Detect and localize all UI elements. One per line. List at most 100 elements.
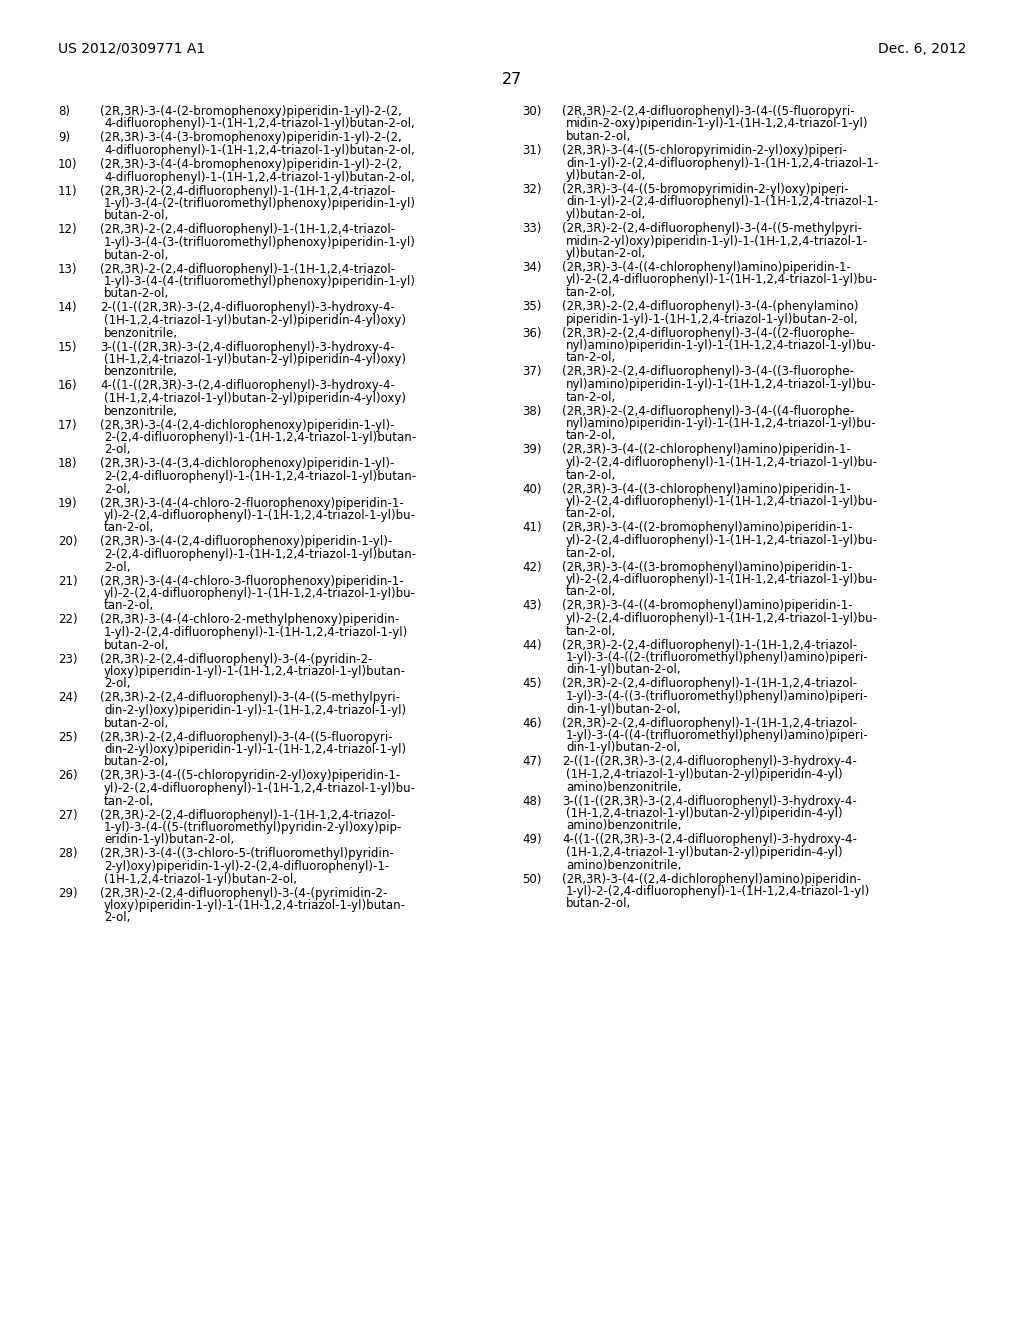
Text: (1H-1,2,4-triazol-1-yl)butan-2-yl)piperidin-4-yl)oxy): (1H-1,2,4-triazol-1-yl)butan-2-yl)piperi…	[104, 314, 406, 327]
Text: 30): 30)	[522, 106, 542, 117]
Text: din-2-yl)oxy)piperidin-1-yl)-1-(1H-1,2,4-triazol-1-yl): din-2-yl)oxy)piperidin-1-yl)-1-(1H-1,2,4…	[104, 704, 407, 717]
Text: 2-ol,: 2-ol,	[104, 912, 130, 924]
Text: din-1-yl)-2-(2,4-difluorophenyl)-1-(1H-1,2,4-triazol-1-: din-1-yl)-2-(2,4-difluorophenyl)-1-(1H-1…	[566, 157, 879, 169]
Text: 2-ol,: 2-ol,	[104, 561, 130, 573]
Text: 1-yl)-3-(4-(2-(trifluoromethyl)phenoxy)piperidin-1-yl): 1-yl)-3-(4-(2-(trifluoromethyl)phenoxy)p…	[104, 197, 416, 210]
Text: midin-2-yl)oxy)piperidin-1-yl)-1-(1H-1,2,4-triazol-1-: midin-2-yl)oxy)piperidin-1-yl)-1-(1H-1,2…	[566, 235, 868, 248]
Text: piperidin-1-yl)-1-(1H-1,2,4-triazol-1-yl)butan-2-ol,: piperidin-1-yl)-1-(1H-1,2,4-triazol-1-yl…	[566, 313, 859, 326]
Text: 48): 48)	[522, 795, 542, 808]
Text: (2R,3R)-3-(4-((4-chlorophenyl)amino)piperidin-1-: (2R,3R)-3-(4-((4-chlorophenyl)amino)pipe…	[562, 261, 851, 275]
Text: 31): 31)	[522, 144, 542, 157]
Text: (2R,3R)-3-(4-(3-bromophenoxy)piperidin-1-yl)-2-(2,: (2R,3R)-3-(4-(3-bromophenoxy)piperidin-1…	[100, 132, 401, 144]
Text: (2R,3R)-3-(4-(4-chloro-3-fluorophenoxy)piperidin-1-: (2R,3R)-3-(4-(4-chloro-3-fluorophenoxy)p…	[100, 574, 403, 587]
Text: 46): 46)	[522, 717, 542, 730]
Text: 2-yl)oxy)piperidin-1-yl)-2-(2,4-difluorophenyl)-1-: 2-yl)oxy)piperidin-1-yl)-2-(2,4-difluoro…	[104, 861, 389, 873]
Text: 4-((1-((2R,3R)-3-(2,4-difluorophenyl)-3-hydroxy-4-: 4-((1-((2R,3R)-3-(2,4-difluorophenyl)-3-…	[100, 380, 395, 392]
Text: amino)benzonitrile,: amino)benzonitrile,	[566, 858, 681, 871]
Text: 13): 13)	[58, 263, 78, 276]
Text: Dec. 6, 2012: Dec. 6, 2012	[878, 42, 966, 55]
Text: (2R,3R)-3-(4-((2-chlorophenyl)amino)piperidin-1-: (2R,3R)-3-(4-((2-chlorophenyl)amino)pipe…	[562, 444, 851, 457]
Text: tan-2-ol,: tan-2-ol,	[566, 624, 616, 638]
Text: benzonitrile,: benzonitrile,	[104, 366, 178, 379]
Text: (2R,3R)-2-(2,4-difluorophenyl)-3-(4-((5-methylpyri-: (2R,3R)-2-(2,4-difluorophenyl)-3-(4-((5-…	[562, 222, 862, 235]
Text: (2R,3R)-3-(4-(3,4-dichlorophenoxy)piperidin-1-yl)-: (2R,3R)-3-(4-(3,4-dichlorophenoxy)piperi…	[100, 458, 394, 470]
Text: yl)butan-2-ol,: yl)butan-2-ol,	[566, 169, 646, 182]
Text: butan-2-ol,: butan-2-ol,	[104, 755, 169, 768]
Text: (2R,3R)-3-(4-((2,4-dichlorophenyl)amino)piperidin-: (2R,3R)-3-(4-((2,4-dichlorophenyl)amino)…	[562, 873, 861, 886]
Text: 1-yl)-2-(2,4-difluorophenyl)-1-(1H-1,2,4-triazol-1-yl): 1-yl)-2-(2,4-difluorophenyl)-1-(1H-1,2,4…	[566, 884, 870, 898]
Text: (2R,3R)-2-(2,4-difluorophenyl)-3-(4-((4-fluorophe-: (2R,3R)-2-(2,4-difluorophenyl)-3-(4-((4-…	[562, 404, 854, 417]
Text: (2R,3R)-3-(4-(2,4-difluorophenoxy)piperidin-1-yl)-: (2R,3R)-3-(4-(2,4-difluorophenoxy)piperi…	[100, 536, 392, 549]
Text: 34): 34)	[522, 261, 542, 275]
Text: 44): 44)	[522, 639, 542, 652]
Text: yl)-2-(2,4-difluorophenyl)-1-(1H-1,2,4-triazol-1-yl)bu-: yl)-2-(2,4-difluorophenyl)-1-(1H-1,2,4-t…	[566, 273, 878, 286]
Text: amino)benzonitrile,: amino)benzonitrile,	[566, 780, 681, 793]
Text: 49): 49)	[522, 833, 542, 846]
Text: 33): 33)	[522, 222, 542, 235]
Text: 1-yl)-2-(2,4-difluorophenyl)-1-(1H-1,2,4-triazol-1-yl): 1-yl)-2-(2,4-difluorophenyl)-1-(1H-1,2,4…	[104, 626, 409, 639]
Text: butan-2-ol,: butan-2-ol,	[104, 717, 169, 730]
Text: benzonitrile,: benzonitrile,	[104, 404, 178, 417]
Text: 2-ol,: 2-ol,	[104, 483, 130, 495]
Text: 2-ol,: 2-ol,	[104, 677, 130, 690]
Text: 14): 14)	[58, 301, 78, 314]
Text: 23): 23)	[58, 652, 78, 665]
Text: 27): 27)	[58, 808, 78, 821]
Text: nyl)amino)piperidin-1-yl)-1-(1H-1,2,4-triazol-1-yl)bu-: nyl)amino)piperidin-1-yl)-1-(1H-1,2,4-tr…	[566, 378, 877, 391]
Text: 2-(2,4-difluorophenyl)-1-(1H-1,2,4-triazol-1-yl)butan-: 2-(2,4-difluorophenyl)-1-(1H-1,2,4-triaz…	[104, 432, 416, 444]
Text: 35): 35)	[522, 300, 542, 313]
Text: (2R,3R)-2-(2,4-difluorophenyl)-3-(4-(pyridin-2-: (2R,3R)-2-(2,4-difluorophenyl)-3-(4-(pyr…	[100, 652, 373, 665]
Text: (2R,3R)-3-(4-(4-bromophenoxy)piperidin-1-yl)-2-(2,: (2R,3R)-3-(4-(4-bromophenoxy)piperidin-1…	[100, 158, 401, 172]
Text: 4-difluorophenyl)-1-(1H-1,2,4-triazol-1-yl)butan-2-ol,: 4-difluorophenyl)-1-(1H-1,2,4-triazol-1-…	[104, 170, 415, 183]
Text: (2R,3R)-2-(2,4-difluorophenyl)-1-(1H-1,2,4-triazol-: (2R,3R)-2-(2,4-difluorophenyl)-1-(1H-1,2…	[100, 185, 395, 198]
Text: (2R,3R)-2-(2,4-difluorophenyl)-3-(4-((2-fluorophe-: (2R,3R)-2-(2,4-difluorophenyl)-3-(4-((2-…	[562, 326, 854, 339]
Text: 40): 40)	[522, 483, 542, 495]
Text: 2-((1-((2R,3R)-3-(2,4-difluorophenyl)-3-hydroxy-4-: 2-((1-((2R,3R)-3-(2,4-difluorophenyl)-3-…	[100, 301, 395, 314]
Text: (2R,3R)-3-(4-((5-chloropyridin-2-yl)oxy)piperidin-1-: (2R,3R)-3-(4-((5-chloropyridin-2-yl)oxy)…	[100, 770, 400, 783]
Text: yl)-2-(2,4-difluorophenyl)-1-(1H-1,2,4-triazol-1-yl)bu-: yl)-2-(2,4-difluorophenyl)-1-(1H-1,2,4-t…	[104, 587, 416, 601]
Text: (1H-1,2,4-triazol-1-yl)butan-2-yl)piperidin-4-yl): (1H-1,2,4-triazol-1-yl)butan-2-yl)piperi…	[566, 846, 843, 859]
Text: tan-2-ol,: tan-2-ol,	[566, 391, 616, 404]
Text: tan-2-ol,: tan-2-ol,	[566, 507, 616, 520]
Text: 17): 17)	[58, 418, 78, 432]
Text: 38): 38)	[522, 404, 542, 417]
Text: 42): 42)	[522, 561, 542, 573]
Text: tan-2-ol,: tan-2-ol,	[566, 429, 616, 442]
Text: (2R,3R)-2-(2,4-difluorophenyl)-1-(1H-1,2,4-triazol-: (2R,3R)-2-(2,4-difluorophenyl)-1-(1H-1,2…	[562, 677, 857, 690]
Text: (2R,3R)-2-(2,4-difluorophenyl)-3-(4-(phenylamino): (2R,3R)-2-(2,4-difluorophenyl)-3-(4-(phe…	[562, 300, 858, 313]
Text: 1-yl)-3-(4-(4-(trifluoromethyl)phenoxy)piperidin-1-yl): 1-yl)-3-(4-(4-(trifluoromethyl)phenoxy)p…	[104, 275, 416, 288]
Text: 22): 22)	[58, 614, 78, 627]
Text: (2R,3R)-3-(4-((2-bromophenyl)amino)piperidin-1-: (2R,3R)-3-(4-((2-bromophenyl)amino)piper…	[562, 521, 853, 535]
Text: 37): 37)	[522, 366, 542, 379]
Text: 3-((1-((2R,3R)-3-(2,4-difluorophenyl)-3-hydroxy-4-: 3-((1-((2R,3R)-3-(2,4-difluorophenyl)-3-…	[562, 795, 857, 808]
Text: 50): 50)	[522, 873, 542, 886]
Text: (2R,3R)-3-(4-(4-chloro-2-methylphenoxy)piperidin-: (2R,3R)-3-(4-(4-chloro-2-methylphenoxy)p…	[100, 614, 399, 627]
Text: 9): 9)	[58, 132, 70, 144]
Text: US 2012/0309771 A1: US 2012/0309771 A1	[58, 42, 205, 55]
Text: yl)-2-(2,4-difluorophenyl)-1-(1H-1,2,4-triazol-1-yl)bu-: yl)-2-(2,4-difluorophenyl)-1-(1H-1,2,4-t…	[566, 612, 878, 624]
Text: midin-2-oxy)piperidin-1-yl)-1-(1H-1,2,4-triazol-1-yl): midin-2-oxy)piperidin-1-yl)-1-(1H-1,2,4-…	[566, 117, 868, 131]
Text: yloxy)piperidin-1-yl)-1-(1H-1,2,4-triazol-1-yl)butan-: yloxy)piperidin-1-yl)-1-(1H-1,2,4-triazo…	[104, 665, 406, 678]
Text: tan-2-ol,: tan-2-ol,	[566, 546, 616, 560]
Text: yl)-2-(2,4-difluorophenyl)-1-(1H-1,2,4-triazol-1-yl)bu-: yl)-2-(2,4-difluorophenyl)-1-(1H-1,2,4-t…	[104, 781, 416, 795]
Text: 2-((1-((2R,3R)-3-(2,4-difluorophenyl)-3-hydroxy-4-: 2-((1-((2R,3R)-3-(2,4-difluorophenyl)-3-…	[562, 755, 857, 768]
Text: 43): 43)	[522, 599, 542, 612]
Text: (1H-1,2,4-triazol-1-yl)butan-2-yl)piperidin-4-yl): (1H-1,2,4-triazol-1-yl)butan-2-yl)piperi…	[566, 768, 843, 781]
Text: (2R,3R)-2-(2,4-difluorophenyl)-1-(1H-1,2,4-triazol-: (2R,3R)-2-(2,4-difluorophenyl)-1-(1H-1,2…	[562, 717, 857, 730]
Text: 19): 19)	[58, 496, 78, 510]
Text: nyl)amino)piperidin-1-yl)-1-(1H-1,2,4-triazol-1-yl)bu-: nyl)amino)piperidin-1-yl)-1-(1H-1,2,4-tr…	[566, 339, 877, 352]
Text: (2R,3R)-2-(2,4-difluorophenyl)-3-(4-((3-fluorophe-: (2R,3R)-2-(2,4-difluorophenyl)-3-(4-((3-…	[562, 366, 854, 379]
Text: (2R,3R)-2-(2,4-difluorophenyl)-1-(1H-1,2,4-triazol-: (2R,3R)-2-(2,4-difluorophenyl)-1-(1H-1,2…	[562, 639, 857, 652]
Text: yl)-2-(2,4-difluorophenyl)-1-(1H-1,2,4-triazol-1-yl)bu-: yl)-2-(2,4-difluorophenyl)-1-(1H-1,2,4-t…	[566, 455, 878, 469]
Text: din-1-yl)butan-2-ol,: din-1-yl)butan-2-ol,	[566, 742, 681, 755]
Text: butan-2-ol,: butan-2-ol,	[104, 288, 169, 301]
Text: benzonitrile,: benzonitrile,	[104, 326, 178, 339]
Text: 4-difluorophenyl)-1-(1H-1,2,4-triazol-1-yl)butan-2-ol,: 4-difluorophenyl)-1-(1H-1,2,4-triazol-1-…	[104, 117, 415, 131]
Text: 20): 20)	[58, 536, 78, 549]
Text: (2R,3R)-3-(4-(2,4-dichlorophenoxy)piperidin-1-yl)-: (2R,3R)-3-(4-(2,4-dichlorophenoxy)piperi…	[100, 418, 394, 432]
Text: 12): 12)	[58, 223, 78, 236]
Text: tan-2-ol,: tan-2-ol,	[566, 586, 616, 598]
Text: tan-2-ol,: tan-2-ol,	[566, 286, 616, 300]
Text: din-1-yl)-2-(2,4-difluorophenyl)-1-(1H-1,2,4-triazol-1-: din-1-yl)-2-(2,4-difluorophenyl)-1-(1H-1…	[566, 195, 879, 209]
Text: 25): 25)	[58, 730, 78, 743]
